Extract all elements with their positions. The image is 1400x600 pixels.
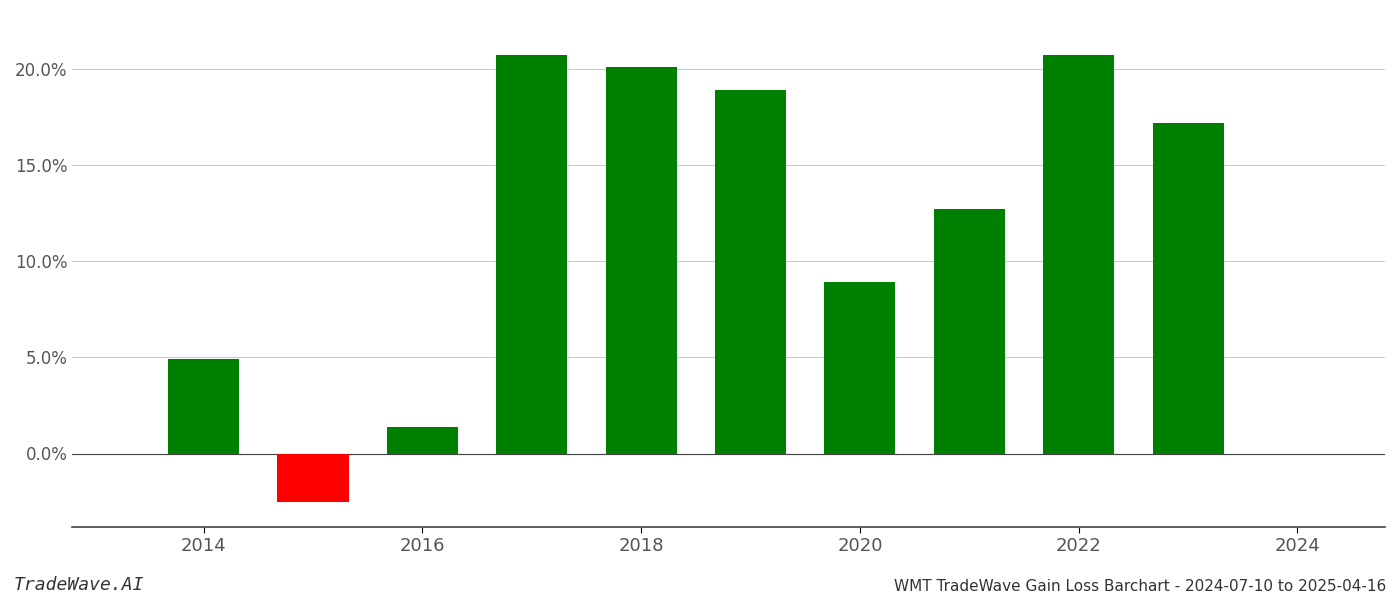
Bar (606, 67, 676, 454)
Bar (715, 90, 787, 454)
Bar (277, 454, 349, 502)
Bar (496, 55, 567, 454)
Text: TradeWave.AI: TradeWave.AI (14, 576, 144, 594)
Bar (168, 359, 239, 454)
Bar (386, 427, 458, 454)
Bar (934, 209, 1005, 454)
Bar (1152, 123, 1224, 454)
Bar (1043, 55, 1114, 454)
Text: WMT TradeWave Gain Loss Barchart - 2024-07-10 to 2025-04-16: WMT TradeWave Gain Loss Barchart - 2024-… (893, 579, 1386, 594)
Bar (825, 283, 896, 454)
